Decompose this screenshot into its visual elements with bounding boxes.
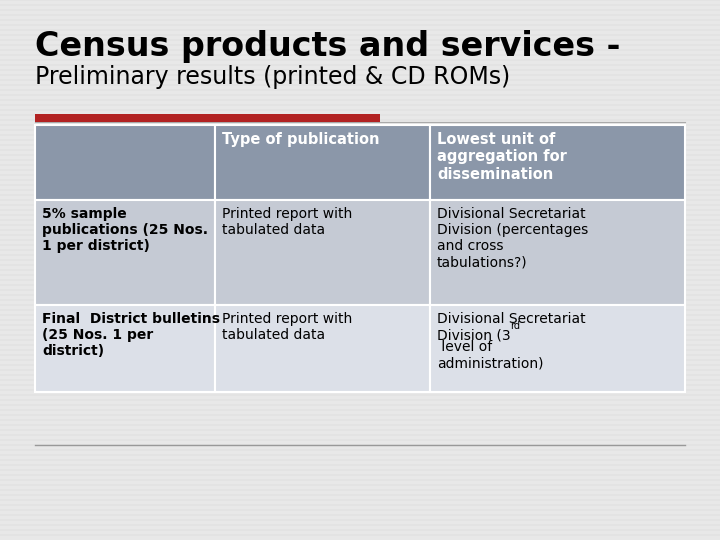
Text: Preliminary results (printed & CD ROMs): Preliminary results (printed & CD ROMs) xyxy=(35,65,510,89)
Bar xyxy=(35,114,380,122)
Bar xyxy=(215,125,430,200)
Bar xyxy=(35,200,215,305)
Text: Census products and services -: Census products and services - xyxy=(35,30,621,63)
Text: Divisional Secretariat
Division (percentages
and cross
tabulations?): Divisional Secretariat Division (percent… xyxy=(437,207,588,269)
Bar xyxy=(430,125,685,200)
Text: Lowest unit of
aggregation for
dissemination: Lowest unit of aggregation for dissemina… xyxy=(437,132,567,182)
Bar xyxy=(430,305,685,392)
Bar xyxy=(35,305,215,392)
Text: rd: rd xyxy=(510,321,520,331)
Bar xyxy=(35,125,215,200)
Text: Divisional Secretariat
Division (3: Divisional Secretariat Division (3 xyxy=(437,312,585,342)
Text: level of
administration): level of administration) xyxy=(437,340,544,370)
Bar xyxy=(430,200,685,305)
Text: Final  District bulletins
(25 Nos. 1 per
district): Final District bulletins (25 Nos. 1 per … xyxy=(42,312,220,359)
Text: Type of publication: Type of publication xyxy=(222,132,379,147)
Text: 5% sample
publications (25 Nos.
1 per district): 5% sample publications (25 Nos. 1 per di… xyxy=(42,207,208,253)
Text: Printed report with
tabulated data: Printed report with tabulated data xyxy=(222,207,352,237)
Text: Printed report with
tabulated data: Printed report with tabulated data xyxy=(222,312,352,342)
Bar xyxy=(215,305,430,392)
Bar xyxy=(215,200,430,305)
